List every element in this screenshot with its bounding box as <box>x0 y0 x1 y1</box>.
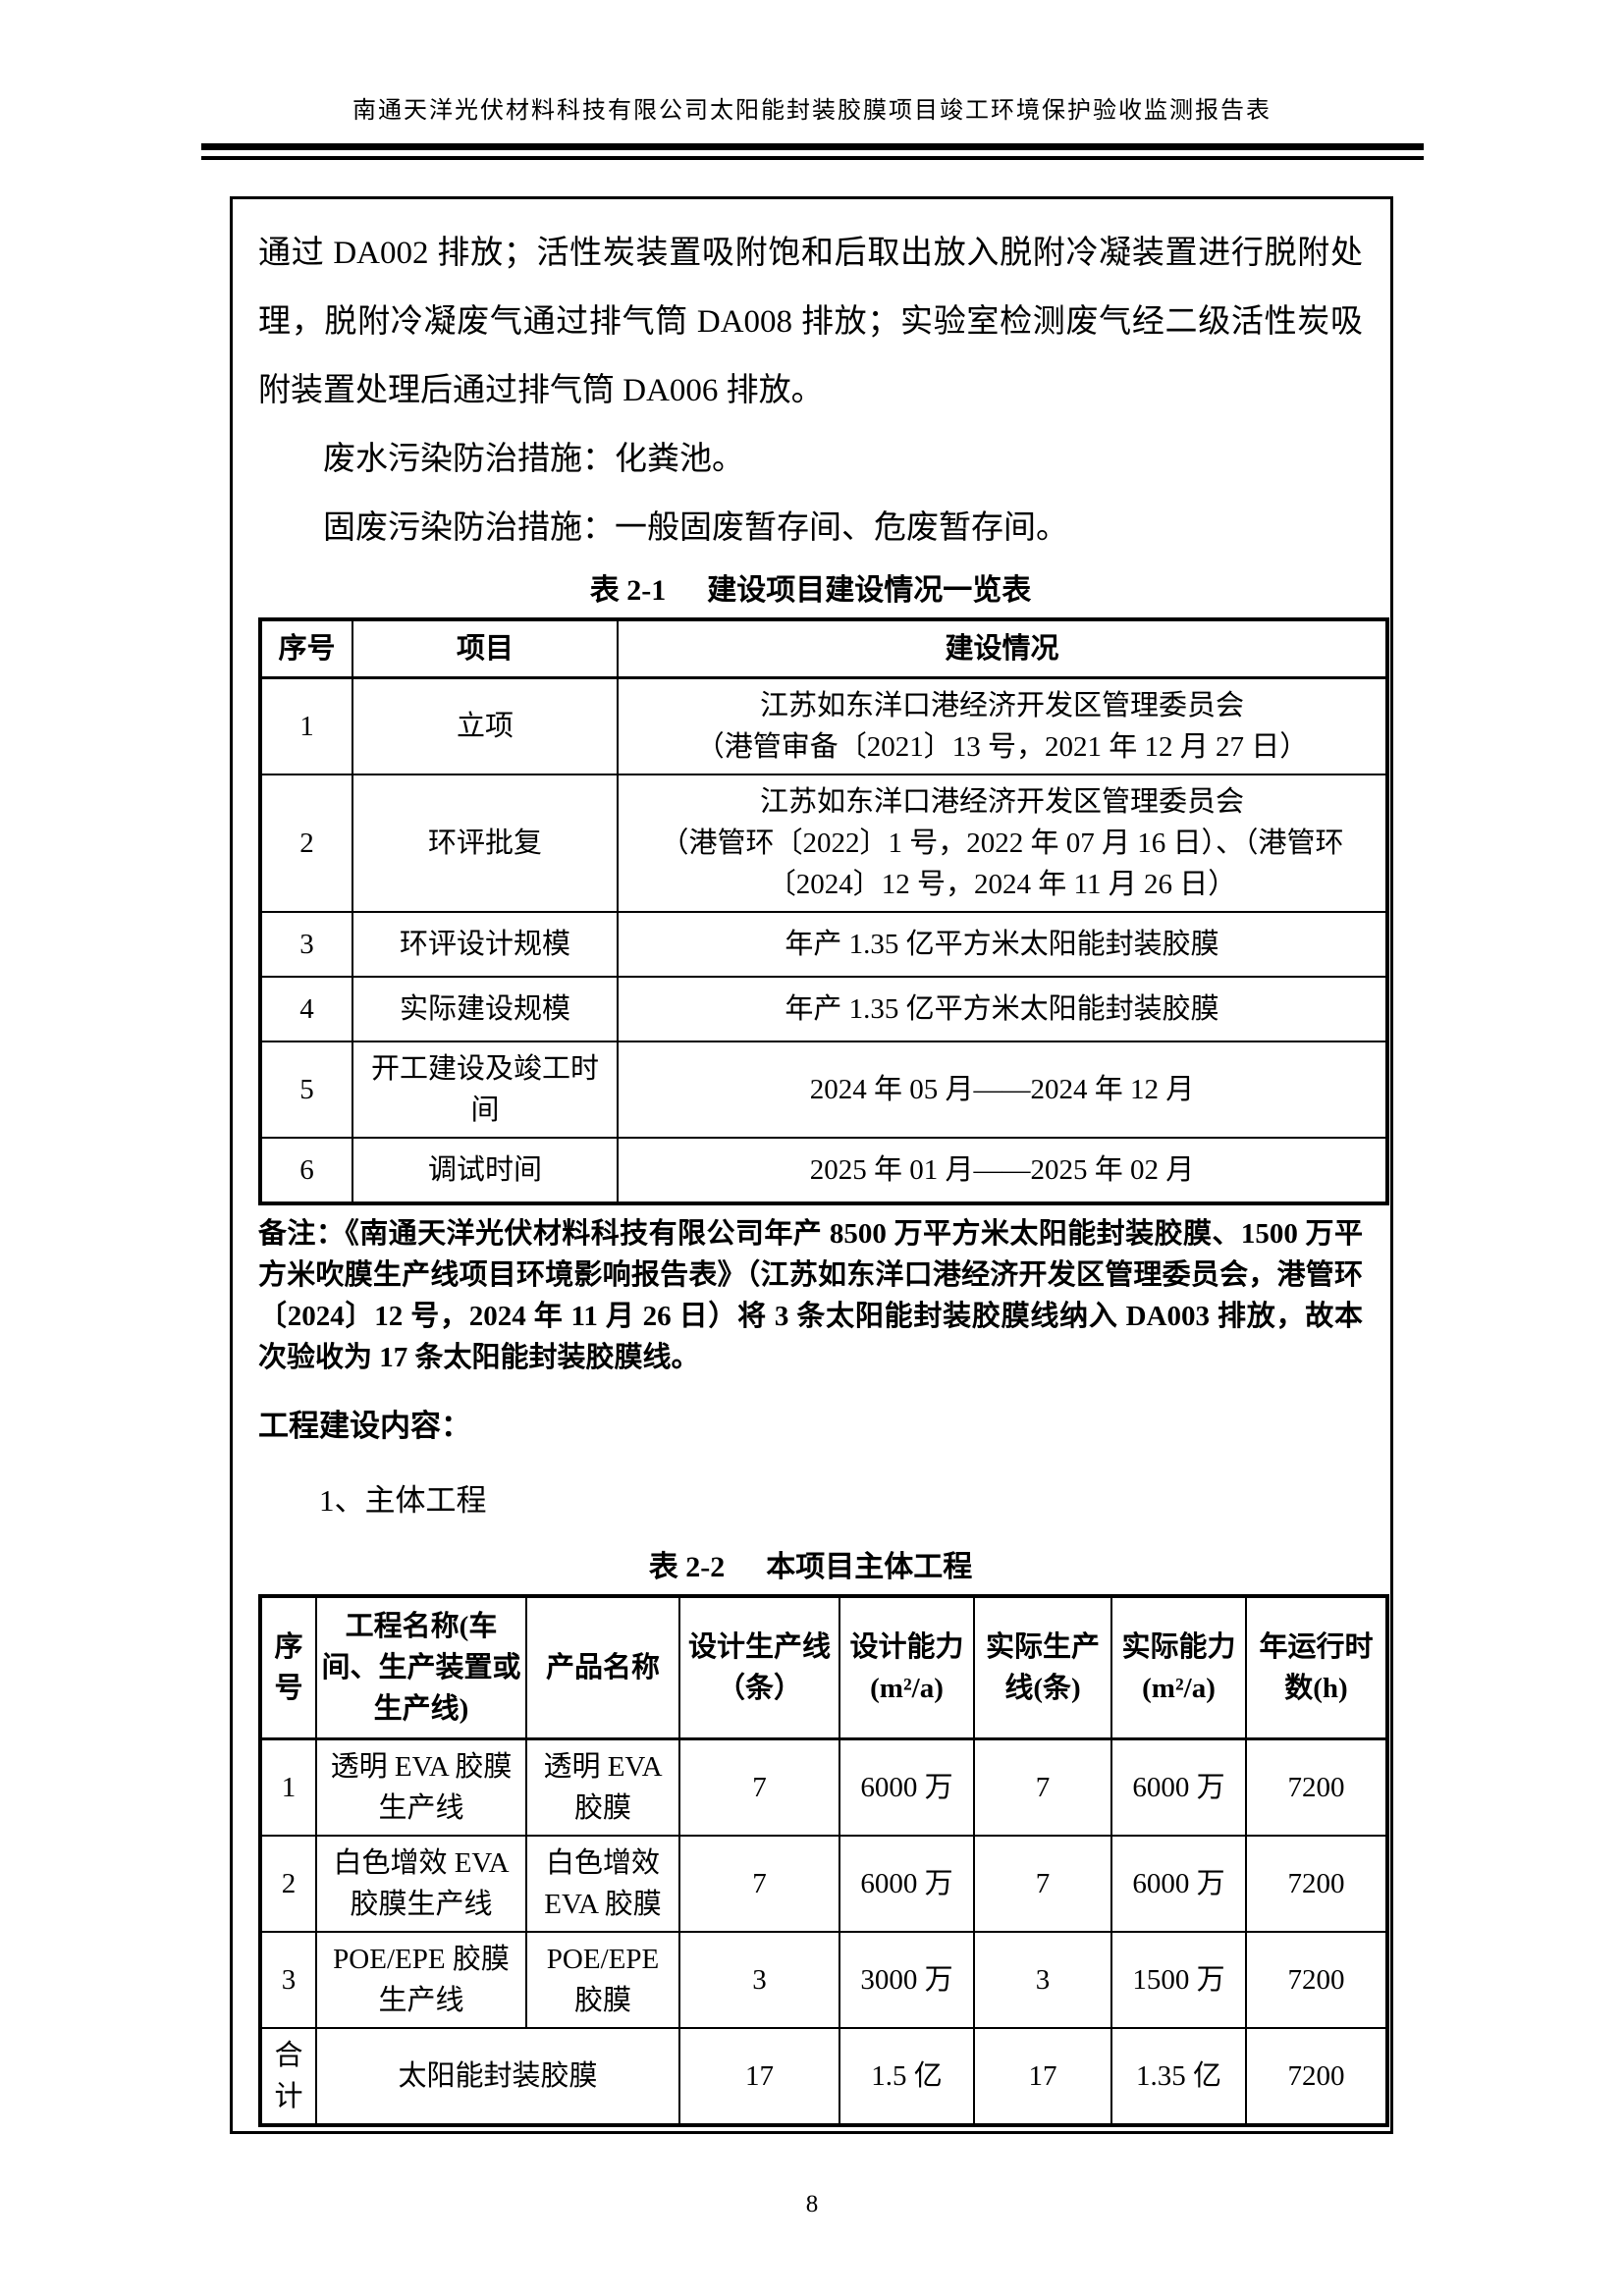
cell-design-capacity: 1.5 亿 <box>839 2027 975 2126</box>
table-row: 6 调试时间 2025 年 01 月——2025 年 02 月 <box>259 1137 1388 1204</box>
cell-actual-capacity: 6000 万 <box>1110 1835 1247 1933</box>
cell-no: 2 <box>259 1835 317 1933</box>
cell-project-name: POE/EPE 胶膜生产线 <box>315 1931 527 2029</box>
construction-overview-table: 序号 项目 建设情况 1 立项 江苏如东洋口港经济开发区管理委员会 （港管审备〔… <box>258 617 1389 1205</box>
row-status: 年产 1.35 亿平方米太阳能封装胶膜 <box>617 976 1388 1042</box>
paragraph-exhaust-treatment: 通过 DA002 排放；活性炭装置吸附饱和后取出放入脱附冷凝装置进行脱附处理，脱… <box>258 236 1363 408</box>
status-line: 〔2024〕12 号，2024 年 11 月 26 日） <box>767 869 1237 900</box>
paragraph-solid-waste-measures: 固废污染防治措施：一般固废暂存间、危废暂存间。 <box>323 510 1068 546</box>
cell-actual-lines: 17 <box>973 2027 1112 2126</box>
page-number: 8 <box>805 2191 819 2217</box>
cell-project-name: 透明 EVA 胶膜生产线 <box>315 1737 527 1837</box>
table1-remark: 备注：《南通天洋光伏材料科技有限公司年产 8500 万平方米太阳能封装胶膜、15… <box>258 1218 1363 1373</box>
subsection-heading-main-works: 1、主体工程 <box>319 1483 487 1518</box>
cell-actual-lines: 7 <box>973 1737 1112 1837</box>
row-no: 2 <box>259 774 353 913</box>
table-row: 4 实际建设规模 年产 1.35 亿平方米太阳能封装胶膜 <box>259 976 1388 1042</box>
table2-header-actual-capacity: 实际能力(m²/a) <box>1110 1595 1247 1740</box>
cell-actual-lines: 3 <box>973 1931 1112 2029</box>
cell-design-capacity: 6000 万 <box>839 1737 975 1837</box>
cell-actual-capacity: 1500 万 <box>1110 1931 1247 2029</box>
row-no: 1 <box>259 676 353 775</box>
table1-header-status: 建设情况 <box>617 618 1388 679</box>
row-no: 4 <box>259 976 353 1042</box>
table-row: 1 立项 江苏如东洋口港经济开发区管理委员会 （港管审备〔2021〕13 号，2… <box>259 676 1388 775</box>
section-heading-construction-content: 工程建设内容： <box>258 1409 471 1443</box>
cell-actual-capacity: 1.35 亿 <box>1110 2027 1247 2126</box>
cell-annual-hours: 7200 <box>1245 1835 1388 1933</box>
status-line: （港管环〔2022〕1 号，2022 年 07 月 16 日）、（港管环 <box>660 828 1344 859</box>
header-double-rule <box>201 143 1424 160</box>
status-line: 江苏如东洋口港经济开发区管理委员会 <box>759 690 1244 721</box>
status-line: （港管审备〔2021〕13 号，2021 年 12 月 27 日） <box>695 731 1309 763</box>
cell-actual-capacity: 6000 万 <box>1110 1737 1247 1837</box>
table2-header-design-lines: 设计生产线（条） <box>678 1595 840 1740</box>
row-status: 年产 1.35 亿平方米太阳能封装胶膜 <box>617 911 1388 978</box>
cell-design-lines: 7 <box>678 1737 840 1837</box>
paragraph-wastewater-measures: 废水污染防治措施：化粪池。 <box>323 442 744 477</box>
cell-design-capacity: 3000 万 <box>839 1931 975 2029</box>
table1-caption-title: 建设项目建设情况一览表 <box>707 574 1032 607</box>
table2-header-product-name: 产品名称 <box>525 1595 680 1740</box>
cell-annual-hours: 7200 <box>1245 1931 1388 2029</box>
cell-design-lines: 3 <box>678 1931 840 2029</box>
status-line: 江苏如东洋口港经济开发区管理委员会 <box>759 786 1244 818</box>
table1-header-item: 项目 <box>352 618 619 679</box>
row-item: 立项 <box>352 676 619 775</box>
table-header-row: 序号 项目 建设情况 <box>259 618 1388 679</box>
table2-header-no: 序号 <box>259 1595 317 1740</box>
table-row: 3 POE/EPE 胶膜生产线 POE/EPE 胶膜 3 3000 万 3 15… <box>259 1931 1388 2029</box>
row-no: 6 <box>259 1137 353 1204</box>
cell-design-lines: 17 <box>678 2027 840 2126</box>
table-total-row: 合计 太阳能封装胶膜 17 1.5 亿 17 1.35 亿 7200 <box>259 2027 1388 2126</box>
cell-design-capacity: 6000 万 <box>839 1835 975 1933</box>
cell-total-name: 太阳能封装胶膜 <box>315 2027 680 2126</box>
cell-product-name: POE/EPE 胶膜 <box>525 1931 680 2029</box>
cell-actual-lines: 7 <box>973 1835 1112 1933</box>
table-row: 2 白色增效 EVA 胶膜生产线 白色增效 EVA 胶膜 7 6000 万 7 … <box>259 1835 1388 1933</box>
row-item: 实际建设规模 <box>352 976 619 1042</box>
cell-project-name: 白色增效 EVA 胶膜生产线 <box>315 1835 527 1933</box>
cell-design-lines: 7 <box>678 1835 840 1933</box>
document-header-title: 南通天洋光伏材料科技有限公司太阳能封装胶膜项目竣工环境保护验收监测报告表 <box>352 98 1272 124</box>
content-box: 通过 DA002 排放；活性炭装置吸附饱和后取出放入脱附冷凝装置进行脱附处理，脱… <box>230 196 1393 2134</box>
table2-caption: 表 2-2 本项目主体工程 <box>258 1545 1363 1590</box>
table1-caption-label: 表 2-1 <box>589 574 667 607</box>
cell-annual-hours: 7200 <box>1245 2027 1388 2126</box>
cell-product-name: 透明 EVA 胶膜 <box>525 1737 680 1837</box>
table-row: 2 环评批复 江苏如东洋口港经济开发区管理委员会 （港管环〔2022〕1 号，2… <box>259 774 1388 913</box>
table2-header-project-name: 工程名称(车间、生产装置或生产线) <box>315 1595 527 1740</box>
cell-total-label: 合计 <box>259 2027 317 2126</box>
row-item: 调试时间 <box>352 1137 619 1204</box>
table1-caption: 表 2-1 建设项目建设情况一览表 <box>258 568 1363 614</box>
row-item: 开工建设及竣工时间 <box>352 1041 619 1139</box>
row-status: 2024 年 05 月——2024 年 12 月 <box>617 1041 1388 1139</box>
row-no: 3 <box>259 911 353 978</box>
table2-header-design-capacity: 设计能力(m²/a) <box>839 1595 975 1740</box>
cell-annual-hours: 7200 <box>1245 1737 1388 1837</box>
table1-header-no: 序号 <box>259 618 353 679</box>
row-status: 江苏如东洋口港经济开发区管理委员会 （港管审备〔2021〕13 号，2021 年… <box>617 676 1388 775</box>
main-works-table: 序号 工程名称(车间、生产装置或生产线) 产品名称 设计生产线（条） 设计能力(… <box>258 1594 1389 2127</box>
cell-no: 1 <box>259 1737 317 1837</box>
table-row: 3 环评设计规模 年产 1.35 亿平方米太阳能封装胶膜 <box>259 911 1388 978</box>
row-no: 5 <box>259 1041 353 1139</box>
table2-caption-title: 本项目主体工程 <box>766 1551 973 1583</box>
table-header-row: 序号 工程名称(车间、生产装置或生产线) 产品名称 设计生产线（条） 设计能力(… <box>259 1595 1388 1740</box>
table2-header-actual-lines: 实际生产线(条) <box>973 1595 1112 1740</box>
row-item: 环评批复 <box>352 774 619 913</box>
cell-product-name: 白色增效 EVA 胶膜 <box>525 1835 680 1933</box>
table2-caption-label: 表 2-2 <box>648 1551 726 1583</box>
table-row: 1 透明 EVA 胶膜生产线 透明 EVA 胶膜 7 6000 万 7 6000… <box>259 1737 1388 1837</box>
table2-header-annual-hours: 年运行时数(h) <box>1245 1595 1388 1740</box>
row-item: 环评设计规模 <box>352 911 619 978</box>
row-status: 江苏如东洋口港经济开发区管理委员会 （港管环〔2022〕1 号，2022 年 0… <box>617 774 1388 913</box>
row-status: 2025 年 01 月——2025 年 02 月 <box>617 1137 1388 1204</box>
table-row: 5 开工建设及竣工时间 2024 年 05 月——2024 年 12 月 <box>259 1041 1388 1139</box>
cell-no: 3 <box>259 1931 317 2029</box>
